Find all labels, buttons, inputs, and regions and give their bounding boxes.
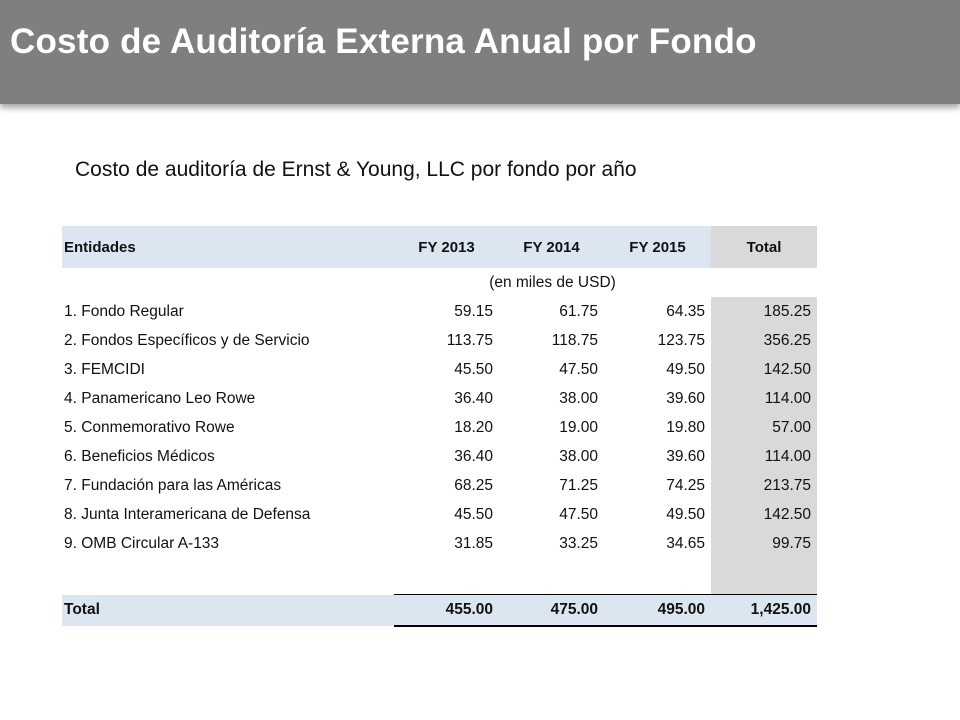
totals-fy2015: 495.00 bbox=[604, 594, 711, 627]
table-row: 4. Panamericano Leo Rowe 36.40 38.00 39.… bbox=[62, 384, 817, 413]
totals-total: 1,425.00 bbox=[711, 594, 817, 627]
title-bar: Costo de Auditoría Externa Anual por Fon… bbox=[0, 0, 960, 104]
cell-fy2015: 39.60 bbox=[666, 389, 705, 407]
row-name: 1. Fondo Regular bbox=[64, 302, 184, 320]
cell-fy2014: 47.50 bbox=[559, 505, 598, 523]
header-fy2015: FY 2015 bbox=[604, 226, 711, 268]
header-fy2013: FY 2013 bbox=[394, 226, 499, 268]
header-fy2014: FY 2014 bbox=[499, 226, 604, 268]
cell-fy2014: 19.00 bbox=[559, 418, 598, 436]
totals-row: Total 455.00 475.00 495.00 1,425.00 bbox=[62, 594, 817, 627]
header-total: Total bbox=[711, 226, 817, 268]
cell-fy2015: 123.75 bbox=[657, 331, 705, 349]
cell-fy2014: 118.75 bbox=[551, 331, 598, 349]
table-row: 1. Fondo Regular 59.15 61.75 64.35 185.2… bbox=[62, 297, 817, 326]
row-name: 4. Panamericano Leo Rowe bbox=[64, 389, 256, 407]
table-row: 8. Junta Interamericana de Defensa 45.50… bbox=[62, 500, 817, 529]
cell-fy2014: 61.75 bbox=[559, 302, 598, 320]
cell-total: 114.00 bbox=[711, 442, 817, 471]
cell-fy2014: 38.00 bbox=[559, 447, 598, 465]
cell-fy2013: 36.40 bbox=[454, 447, 493, 465]
cell-fy2013: 45.50 bbox=[454, 360, 493, 378]
cell-total: 356.25 bbox=[711, 326, 817, 355]
cell-fy2014: 38.00 bbox=[559, 389, 598, 407]
cell-fy2013: 59.15 bbox=[454, 302, 493, 320]
cell-fy2015: 49.50 bbox=[666, 360, 705, 378]
cell-fy2013: 36.40 bbox=[454, 389, 493, 407]
row-name: 2. Fondos Específicos y de Servicio bbox=[64, 331, 310, 349]
cell-fy2015: 64.35 bbox=[666, 302, 705, 320]
cell-fy2014: 71.25 bbox=[559, 476, 598, 494]
cell-fy2013: 68.25 bbox=[454, 476, 493, 494]
table-row: 7. Fundación para las Américas 68.25 71.… bbox=[62, 471, 817, 500]
cell-total: 142.50 bbox=[711, 500, 817, 529]
table-row: 3. FEMCIDI 45.50 47.50 49.50 142.50 bbox=[62, 355, 817, 384]
cell-total: 142.50 bbox=[711, 355, 817, 384]
cell-fy2015: 74.25 bbox=[666, 476, 705, 494]
cell-total: 213.75 bbox=[711, 471, 817, 500]
cell-fy2013: 113.75 bbox=[446, 331, 493, 349]
table-row: 9. OMB Circular A-133 31.85 33.25 34.65 … bbox=[62, 529, 817, 558]
unit-row: (en miles de USD) bbox=[62, 268, 817, 297]
table-subtitle: Costo de auditoría de Ernst & Young, LLC… bbox=[75, 158, 637, 181]
cell-fy2014: 33.25 bbox=[559, 534, 598, 552]
cell-total: 114.00 bbox=[711, 384, 817, 413]
cell-total: 185.25 bbox=[711, 297, 817, 326]
audit-cost-table: Entidades FY 2013 FY 2014 FY 2015 Total … bbox=[62, 226, 817, 627]
totals-fy2013: 455.00 bbox=[394, 594, 499, 627]
row-name: 6. Beneficios Médicos bbox=[64, 447, 215, 465]
cell-fy2015: 19.80 bbox=[666, 418, 705, 436]
cell-fy2015: 49.50 bbox=[666, 505, 705, 523]
spacer-row bbox=[62, 558, 817, 595]
cell-fy2013: 31.85 bbox=[454, 534, 493, 552]
row-name: 9. OMB Circular A-133 bbox=[64, 534, 220, 552]
cell-total: 99.75 bbox=[711, 529, 817, 558]
unit-note: (en miles de USD) bbox=[489, 273, 616, 291]
row-name: 7. Fundación para las Américas bbox=[64, 476, 282, 494]
cell-fy2013: 45.50 bbox=[454, 505, 493, 523]
cell-fy2014: 47.50 bbox=[559, 360, 598, 378]
cell-fy2013: 18.20 bbox=[454, 418, 493, 436]
totals-fy2014: 475.00 bbox=[499, 594, 604, 627]
cell-total: 57.00 bbox=[711, 413, 817, 442]
row-name: 8. Junta Interamericana de Defensa bbox=[64, 505, 311, 523]
cell-fy2015: 34.65 bbox=[666, 534, 705, 552]
page-title: Costo de Auditoría Externa Anual por Fon… bbox=[10, 22, 757, 61]
cell-fy2015: 39.60 bbox=[666, 447, 705, 465]
table-row: 2. Fondos Específicos y de Servicio 113.… bbox=[62, 326, 817, 355]
table-row: 6. Beneficios Médicos 36.40 38.00 39.60 … bbox=[62, 442, 817, 471]
table-header-row: Entidades FY 2013 FY 2014 FY 2015 Total bbox=[62, 226, 817, 268]
row-name: 5. Conmemorativo Rowe bbox=[64, 418, 235, 436]
header-entidades: Entidades bbox=[62, 226, 394, 268]
totals-label: Total bbox=[62, 594, 394, 626]
row-name: 3. FEMCIDI bbox=[64, 360, 145, 378]
table-row: 5. Conmemorativo Rowe 18.20 19.00 19.80 … bbox=[62, 413, 817, 442]
